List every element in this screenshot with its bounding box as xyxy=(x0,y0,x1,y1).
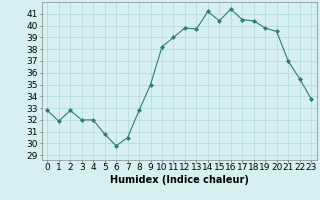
X-axis label: Humidex (Indice chaleur): Humidex (Indice chaleur) xyxy=(110,175,249,185)
